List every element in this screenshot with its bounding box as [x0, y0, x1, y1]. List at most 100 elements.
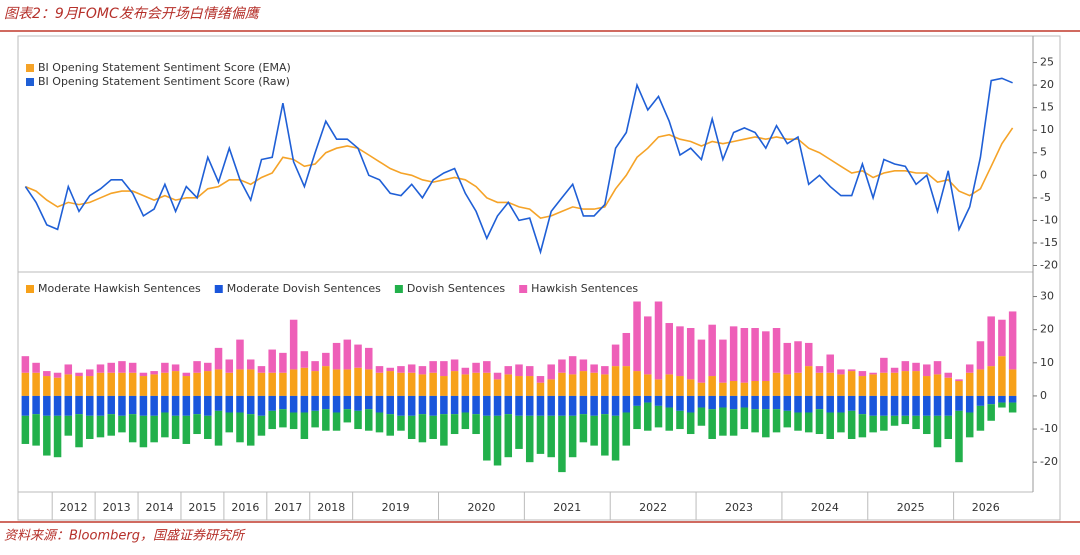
- bar-segment: [311, 371, 319, 396]
- bar-segment: [804, 342, 813, 367]
- bar-segment: [193, 361, 201, 373]
- bar-segment: [719, 395, 727, 408]
- y-tick-label: -5: [1040, 191, 1051, 204]
- bar-segment: [354, 410, 362, 430]
- bar-segment: [461, 374, 470, 396]
- bar-segment: [257, 415, 266, 436]
- bar-segment: [150, 395, 158, 416]
- bar-segment: [483, 395, 491, 416]
- bar-segment: [483, 361, 491, 373]
- legend-swatch: [519, 285, 528, 293]
- bar-segment: [128, 372, 137, 396]
- bar-segment: [343, 369, 352, 396]
- bar-segment: [322, 395, 330, 410]
- bar-segment: [804, 412, 813, 433]
- bar-segment: [64, 374, 73, 396]
- bar-segment: [697, 339, 706, 383]
- bar-segment: [107, 372, 115, 396]
- bar-segment: [472, 395, 480, 415]
- bar-segment: [268, 410, 276, 430]
- bar-segment: [847, 369, 856, 372]
- y-tick-label: 15: [1040, 101, 1054, 114]
- bar-segment: [740, 407, 749, 430]
- bar-segment: [85, 376, 94, 396]
- bar-segment: [161, 362, 169, 373]
- bar-segment: [85, 369, 94, 377]
- bar-segment: [644, 395, 652, 403]
- bar-segment: [815, 409, 824, 435]
- bar-segment: [794, 372, 802, 396]
- bar-segment: [450, 371, 459, 396]
- bar-segment: [976, 395, 985, 406]
- bar-segment: [289, 369, 298, 396]
- bar-segment: [182, 415, 191, 444]
- bar-segment: [890, 367, 899, 373]
- bar-segment: [912, 395, 920, 416]
- bar-segment: [976, 405, 985, 431]
- bar-segment: [504, 366, 513, 375]
- bar-segment: [85, 415, 94, 439]
- bar-segment: [697, 382, 706, 396]
- y-tick-label: 0: [1040, 168, 1047, 181]
- bar-segment: [933, 415, 942, 448]
- bar-segment: [365, 369, 373, 396]
- bar-segment: [257, 366, 266, 373]
- y-tick-label: 10: [1040, 123, 1054, 136]
- bar-segment: [998, 402, 1006, 408]
- bar-segment: [515, 395, 523, 416]
- legend-label: Moderate Dovish Sentences: [227, 282, 381, 295]
- bar-segment: [579, 359, 588, 372]
- bar-segment: [493, 395, 502, 416]
- x-tick-label: 2019: [382, 501, 410, 514]
- bar-segment: [461, 412, 470, 430]
- bar-segment: [772, 409, 781, 433]
- bar-segment: [43, 371, 51, 377]
- bar-segment: [644, 402, 652, 431]
- bar-segment: [515, 376, 523, 396]
- bar-segment: [407, 395, 416, 416]
- x-tick-label: 2022: [639, 501, 667, 514]
- bar-segment: [611, 366, 620, 396]
- bar-segment: [837, 395, 845, 413]
- x-tick-label: 2013: [103, 501, 131, 514]
- bar-segment: [365, 347, 373, 370]
- bar-segment: [923, 376, 931, 396]
- bar-segment: [622, 332, 631, 367]
- bar-segment: [858, 414, 867, 438]
- bar-segment: [665, 374, 673, 396]
- bar-segment: [279, 352, 287, 373]
- bar-segment: [214, 369, 223, 396]
- bar-segment: [214, 395, 223, 411]
- bar-segment: [128, 362, 137, 373]
- source-note: 资料来源：Bloomberg，国盛证券研究所: [4, 528, 246, 544]
- y-tick-label: 0: [1040, 389, 1047, 402]
- bar-segment: [665, 395, 673, 408]
- bar-segment: [547, 395, 555, 416]
- bar-segment: [21, 395, 30, 416]
- bar-segment: [644, 374, 652, 396]
- bar-segment: [815, 366, 824, 373]
- legend-swatch: [26, 64, 34, 72]
- bar-segment: [236, 395, 244, 413]
- bar-segment: [118, 395, 126, 416]
- bar-segment: [407, 364, 416, 373]
- x-tick-label: 2014: [146, 501, 174, 514]
- bar-segment: [880, 395, 888, 416]
- legend-label: Dovish Sentences: [407, 282, 506, 295]
- bar-segment: [804, 395, 813, 413]
- x-tick-label: 2018: [317, 501, 345, 514]
- bar-segment: [525, 395, 534, 416]
- bar-segment: [740, 328, 749, 383]
- bar-segment: [933, 374, 942, 396]
- bar-segment: [311, 410, 319, 428]
- bar-segment: [654, 395, 663, 406]
- bar-segment: [300, 351, 309, 368]
- bar-segment: [343, 409, 352, 423]
- bar-segment: [429, 395, 437, 416]
- legend-swatch: [394, 285, 403, 293]
- bar-segment: [590, 372, 598, 396]
- bar-segment: [740, 395, 749, 408]
- bar-segment: [225, 395, 234, 413]
- bar-segment: [397, 395, 405, 416]
